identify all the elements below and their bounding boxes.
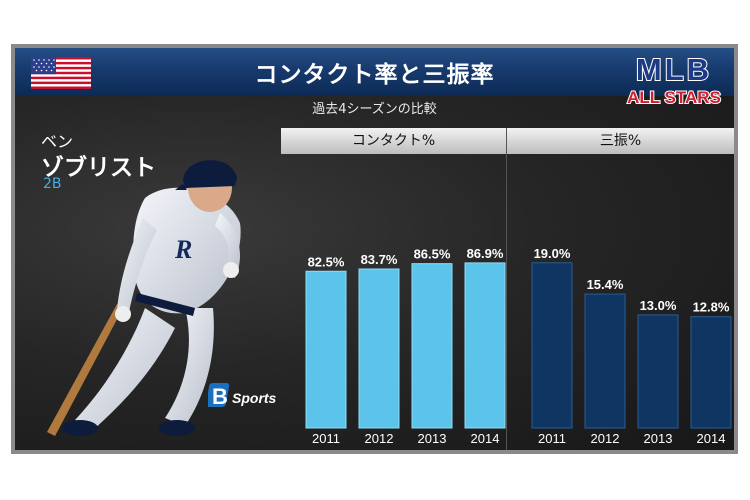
sponsor-logo-text: Sports xyxy=(232,390,277,406)
bar-value-label: 12.8% xyxy=(693,300,730,315)
strikeout-rate-chart: 19.0% 2011 15.4% 2012 13.0% 2013 12.8% 2014 xyxy=(531,246,732,446)
sponsor-logo-letter: B xyxy=(212,384,228,409)
bar-value-label: 15.4% xyxy=(587,277,624,292)
bar-2014 xyxy=(464,262,506,429)
us-flag-icon xyxy=(31,57,91,89)
logo-allstars-text: ALL STARS xyxy=(627,88,721,107)
strikeout-rate-header: 三振% xyxy=(507,128,734,154)
contact-rate-header: コンタクト% xyxy=(281,128,506,154)
svg-text:R: R xyxy=(174,235,192,264)
chart-title: コンタクト率と三振率 xyxy=(254,62,495,88)
x-tick-label: 2011 xyxy=(312,431,340,446)
bar-value-label: 19.0% xyxy=(534,246,571,261)
player-first-name: ベン xyxy=(41,132,74,151)
bar-value-label: 82.5% xyxy=(308,254,345,269)
player-position: 2B xyxy=(43,176,62,192)
x-tick-label: 2011 xyxy=(538,431,566,446)
graphic-frame: コンタクト率と三振率 過去4シーズンの比較 MLB ALL STARS xyxy=(11,44,738,454)
contact-rate-chart: 82.5% 2011 83.7% 2012 86.5% 2013 86.9% 2014 xyxy=(305,246,506,446)
graphic-panel: コンタクト率と三振率 過去4シーズンの比較 MLB ALL STARS xyxy=(15,48,734,450)
bar-2011 xyxy=(531,262,573,429)
player-photo: R xyxy=(47,160,241,436)
bar-2013 xyxy=(637,314,679,429)
chart-subtitle: 過去4シーズンの比較 xyxy=(312,102,437,117)
bar-2012 xyxy=(584,293,626,429)
x-tick-label: 2014 xyxy=(697,431,726,446)
bar-value-label: 86.9% xyxy=(467,246,504,261)
x-tick-label: 2014 xyxy=(471,431,500,446)
logo-mlb-text: MLB xyxy=(636,52,712,87)
bar-value-label: 83.7% xyxy=(361,252,398,267)
x-tick-label: 2013 xyxy=(644,431,673,446)
title-bar: コンタクト率と三振率 xyxy=(15,48,734,96)
sponsor-logo: B Sports xyxy=(208,383,277,409)
x-tick-label: 2013 xyxy=(418,431,447,446)
bar-2011 xyxy=(305,270,347,429)
bar-2014 xyxy=(690,316,732,429)
bar-value-label: 86.5% xyxy=(414,247,451,262)
bar-2012 xyxy=(358,268,400,429)
bar-2013 xyxy=(411,263,453,429)
player-last-name: ゾブリスト xyxy=(41,155,156,181)
x-tick-label: 2012 xyxy=(365,431,394,446)
bar-value-label: 13.0% xyxy=(640,298,677,313)
x-tick-label: 2012 xyxy=(591,431,620,446)
mlb-all-stars-logo: MLB ALL STARS xyxy=(626,51,722,108)
section-divider xyxy=(506,128,507,450)
